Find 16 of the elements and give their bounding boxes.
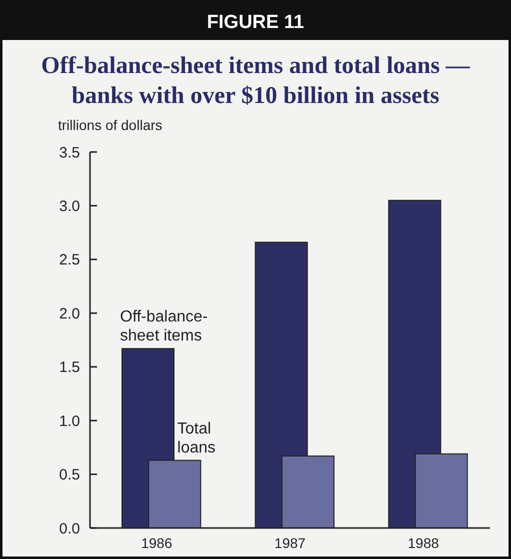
y-tick-label: 3.0 [59, 198, 80, 215]
y-tick-label: 3.5 [59, 144, 80, 162]
y-axis-title: trillions of dollars [58, 117, 162, 133]
y-tick-label: 2.5 [59, 252, 80, 269]
y-tick-label: 0.5 [59, 466, 80, 484]
y-tick-label: 2.0 [59, 305, 80, 322]
x-tick-label: 1987 [274, 535, 306, 551]
chart-title: FIGURE 11 [206, 12, 304, 33]
y-tick-label: 1.5 [59, 359, 80, 376]
x-tick-label: 1988 [408, 535, 440, 551]
chart-subtitle: Off-balance-sheet items and total loans — banks with over $10 billion in assets [41, 53, 471, 109]
x-tick-label: 1986 [141, 535, 172, 551]
series-label: Off-balance-sheet items [120, 308, 208, 345]
y-tick-label: 0.0 [59, 520, 80, 538]
y-tick-label: 1.0 [59, 412, 80, 430]
series-label: Total loans [177, 420, 216, 456]
